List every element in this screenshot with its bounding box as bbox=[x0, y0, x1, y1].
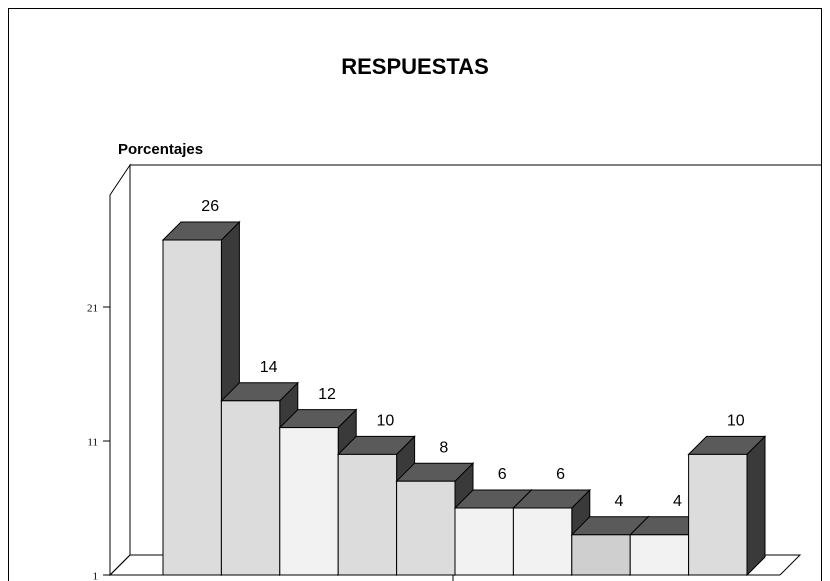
bar bbox=[279, 427, 339, 576]
y-tick-label: 11 bbox=[87, 437, 98, 449]
data-label: 26 bbox=[201, 198, 219, 215]
bar bbox=[220, 400, 281, 576]
data-label: 4 bbox=[673, 493, 682, 510]
data-label: 6 bbox=[498, 466, 507, 483]
y-tick-label: 21 bbox=[87, 303, 98, 315]
bar bbox=[396, 480, 456, 576]
bar bbox=[162, 239, 222, 576]
bar bbox=[688, 453, 748, 576]
back-wall bbox=[109, 163, 131, 577]
bar bbox=[571, 534, 631, 576]
bar-side bbox=[746, 435, 766, 577]
bar bbox=[454, 507, 514, 576]
bar bbox=[629, 534, 690, 576]
data-label: 12 bbox=[318, 386, 336, 403]
data-label: 8 bbox=[439, 439, 448, 456]
data-label: 10 bbox=[377, 413, 395, 430]
data-label: 4 bbox=[615, 493, 624, 510]
data-label: 10 bbox=[727, 413, 745, 430]
chart-title: RESPUESTAS bbox=[341, 54, 489, 79]
bar bbox=[337, 453, 398, 576]
data-label: 14 bbox=[260, 359, 278, 376]
data-label: 6 bbox=[556, 466, 565, 483]
y-tick-label: 1 bbox=[93, 571, 99, 581]
bar bbox=[512, 507, 573, 576]
y-axis-label: Porcentajes bbox=[118, 141, 203, 158]
